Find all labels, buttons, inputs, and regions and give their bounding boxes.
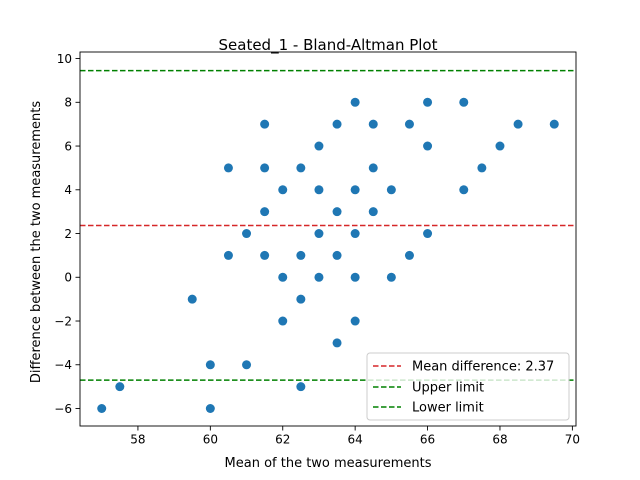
- data-point: [314, 229, 324, 239]
- x-tick-label: 70: [565, 433, 580, 447]
- data-point: [296, 294, 306, 304]
- data-point: [278, 185, 288, 195]
- legend-label-upper-limit: Upper limit: [412, 381, 484, 396]
- data-point: [296, 250, 306, 260]
- data-point: [332, 119, 342, 129]
- data-point: [296, 163, 306, 173]
- data-point: [368, 163, 378, 173]
- data-point: [97, 404, 107, 414]
- data-point: [242, 360, 252, 370]
- y-tick-label: 2: [64, 227, 72, 241]
- data-point: [260, 163, 270, 173]
- y-tick-label: 10: [57, 52, 72, 66]
- data-point: [350, 272, 360, 282]
- data-point: [332, 250, 342, 260]
- y-tick-label: −6: [54, 402, 72, 416]
- plot-area: [80, 69, 576, 414]
- data-point: [477, 163, 487, 173]
- y-tick-label: 6: [64, 139, 72, 153]
- x-axis: 58 60 62 64 66 68 70: [130, 426, 580, 447]
- data-point: [260, 250, 270, 260]
- x-tick-label: 58: [130, 433, 145, 447]
- y-axis-label: Difference between the two measurements: [29, 101, 44, 383]
- legend-label-mean-difference: Mean difference: 2.37: [412, 360, 554, 375]
- data-point: [423, 97, 433, 107]
- data-point: [332, 207, 342, 217]
- x-tick-label: 68: [492, 433, 507, 447]
- y-tick-label: 8: [64, 96, 72, 110]
- y-tick-label: −2: [54, 314, 72, 328]
- data-point: [205, 404, 215, 414]
- data-point: [459, 185, 469, 195]
- y-tick-label: −4: [54, 358, 72, 372]
- data-point: [314, 272, 324, 282]
- x-axis-label: Mean of the two measurements: [225, 456, 432, 471]
- y-axis: −6 −4 −2 0 2 4 6 8 10: [54, 52, 80, 416]
- data-point: [386, 185, 396, 195]
- data-point: [332, 338, 342, 348]
- data-point: [187, 294, 197, 304]
- chart-title: Seated_1 - Bland-Altman Plot: [219, 36, 438, 55]
- data-point: [404, 250, 414, 260]
- legend: Mean difference: 2.37 Upper limit Lower …: [366, 352, 570, 421]
- data-point: [368, 119, 378, 129]
- data-point: [223, 250, 233, 260]
- data-point: [260, 119, 270, 129]
- data-point: [242, 229, 252, 239]
- data-point: [495, 141, 505, 151]
- data-point: [513, 119, 523, 129]
- data-point: [350, 185, 360, 195]
- data-point: [423, 141, 433, 151]
- data-point: [115, 382, 125, 392]
- y-tick-label: 4: [64, 183, 72, 197]
- data-point: [368, 207, 378, 217]
- data-point: [296, 382, 306, 392]
- data-point: [278, 272, 288, 282]
- x-tick-label: 62: [275, 433, 290, 447]
- data-point: [314, 185, 324, 195]
- x-tick-label: 64: [348, 433, 363, 447]
- legend-label-lower-limit: Lower limit: [412, 401, 484, 416]
- y-tick-label: 0: [64, 271, 72, 285]
- data-point: [386, 272, 396, 282]
- data-point: [423, 229, 433, 239]
- data-point: [205, 360, 215, 370]
- data-point: [260, 207, 270, 217]
- data-point: [459, 97, 469, 107]
- data-point: [549, 119, 559, 129]
- data-point: [350, 229, 360, 239]
- x-tick-label: 60: [203, 433, 218, 447]
- data-point: [223, 163, 233, 173]
- data-point: [350, 97, 360, 107]
- x-tick-label: 66: [420, 433, 435, 447]
- data-point: [314, 141, 324, 151]
- axes-frame: [79, 51, 577, 427]
- data-point: [404, 119, 414, 129]
- data-point: [350, 316, 360, 326]
- data-point: [278, 316, 288, 326]
- legend-box: [366, 352, 570, 421]
